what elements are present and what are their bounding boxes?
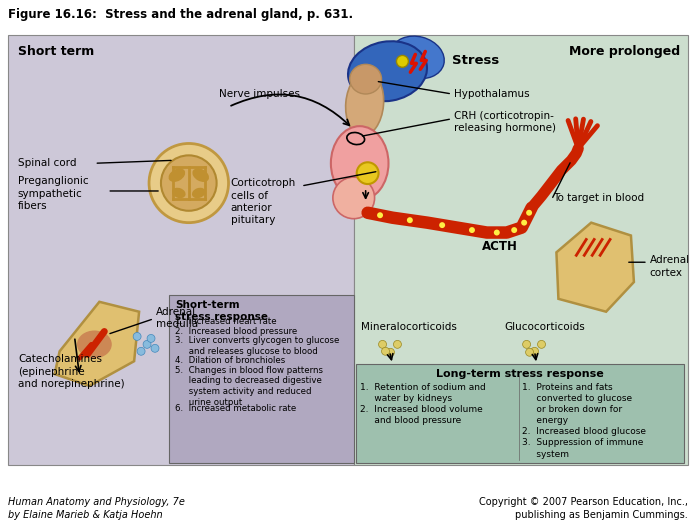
Text: Short-term
stress response: Short-term stress response xyxy=(175,300,268,322)
Text: Hypothalamus: Hypothalamus xyxy=(454,89,530,99)
Text: Stress: Stress xyxy=(452,55,499,67)
Ellipse shape xyxy=(350,65,382,94)
Text: 3.  Liver converts glycogen to glucose
     and releases glucose to blood: 3. Liver converts glycogen to glucose an… xyxy=(175,337,340,356)
Text: 2.  Increased blood pressure: 2. Increased blood pressure xyxy=(175,327,297,335)
Circle shape xyxy=(521,219,527,226)
FancyBboxPatch shape xyxy=(354,35,687,465)
Ellipse shape xyxy=(331,126,388,201)
Text: Mineralocorticoids: Mineralocorticoids xyxy=(360,322,456,332)
Text: Spinal cord: Spinal cord xyxy=(18,159,76,169)
Circle shape xyxy=(531,348,538,355)
Circle shape xyxy=(133,332,141,340)
Circle shape xyxy=(151,344,159,352)
Circle shape xyxy=(147,334,155,342)
Circle shape xyxy=(379,340,386,348)
Text: 1.  Retention of sodium and
     water by kidneys
2.  Increased blood volume
   : 1. Retention of sodium and water by kidn… xyxy=(360,383,485,425)
Text: Corticotroph
cells of
anterior
pituitary: Corticotroph cells of anterior pituitary xyxy=(230,178,296,225)
Text: 1.  Proteins and fats
     converted to glucose
     or broken down for
     ene: 1. Proteins and fats converted to glucos… xyxy=(522,383,645,458)
Circle shape xyxy=(143,340,151,348)
Text: Nerve impulses: Nerve impulses xyxy=(218,89,300,99)
Circle shape xyxy=(377,212,383,218)
Text: 4.  Dilation of bronchioles: 4. Dilation of bronchioles xyxy=(175,356,285,365)
FancyBboxPatch shape xyxy=(8,35,354,465)
Circle shape xyxy=(161,155,216,211)
Circle shape xyxy=(149,143,228,223)
Text: ACTH: ACTH xyxy=(482,240,518,254)
Ellipse shape xyxy=(333,177,374,219)
Circle shape xyxy=(407,217,413,223)
Circle shape xyxy=(439,222,445,228)
Circle shape xyxy=(393,340,401,348)
Text: Copyright © 2007 Pearson Education, Inc.,
publishing as Benjamin Cummings.: Copyright © 2007 Pearson Education, Inc.… xyxy=(479,497,687,520)
Ellipse shape xyxy=(172,188,186,198)
FancyBboxPatch shape xyxy=(169,295,354,463)
Ellipse shape xyxy=(169,169,186,182)
Circle shape xyxy=(382,348,389,355)
Text: Adrenal
medulla: Adrenal medulla xyxy=(156,307,198,329)
Ellipse shape xyxy=(192,188,206,198)
Polygon shape xyxy=(55,302,139,386)
Ellipse shape xyxy=(391,36,444,79)
Circle shape xyxy=(523,340,531,348)
Ellipse shape xyxy=(77,331,112,358)
Circle shape xyxy=(386,348,395,356)
Circle shape xyxy=(538,340,545,348)
Text: Glucocorticoids: Glucocorticoids xyxy=(505,322,585,332)
Polygon shape xyxy=(556,223,634,312)
Circle shape xyxy=(357,162,379,184)
FancyBboxPatch shape xyxy=(356,364,684,463)
Circle shape xyxy=(526,348,533,356)
Circle shape xyxy=(511,227,517,233)
Text: Figure 16.16:  Stress and the adrenal gland, p. 631.: Figure 16.16: Stress and the adrenal gla… xyxy=(8,8,353,21)
Text: Short term: Short term xyxy=(18,45,94,58)
Circle shape xyxy=(137,348,145,355)
Ellipse shape xyxy=(348,41,427,101)
Text: To target in blood: To target in blood xyxy=(554,193,645,203)
Text: Human Anatomy and Physiology, 7e
by Elaine Marieb & Katja Hoehn: Human Anatomy and Physiology, 7e by Elai… xyxy=(8,497,185,520)
Circle shape xyxy=(526,210,532,216)
Text: 5.  Changes in blood flow patterns
     leading to decreased digestive
     syst: 5. Changes in blood flow patterns leadin… xyxy=(175,365,323,407)
Circle shape xyxy=(494,229,500,236)
Text: Catecholamines
(epinephrine
and norepinephrine): Catecholamines (epinephrine and norepine… xyxy=(18,354,125,389)
Text: More prolonged: More prolonged xyxy=(570,45,680,58)
Text: Adrenal
cortex: Adrenal cortex xyxy=(650,255,690,278)
Text: CRH (corticotropin-
releasing hormone): CRH (corticotropin- releasing hormone) xyxy=(454,111,556,133)
Ellipse shape xyxy=(346,72,384,136)
Text: Long-term stress response: Long-term stress response xyxy=(436,369,603,379)
Ellipse shape xyxy=(193,169,209,182)
Circle shape xyxy=(469,227,475,233)
Text: Preganglionic
sympathetic
fibers: Preganglionic sympathetic fibers xyxy=(18,176,88,211)
Text: 1.  Increased heart rate: 1. Increased heart rate xyxy=(175,317,276,326)
Circle shape xyxy=(396,56,408,67)
Text: 6.  Increased metabolic rate: 6. Increased metabolic rate xyxy=(175,404,296,413)
